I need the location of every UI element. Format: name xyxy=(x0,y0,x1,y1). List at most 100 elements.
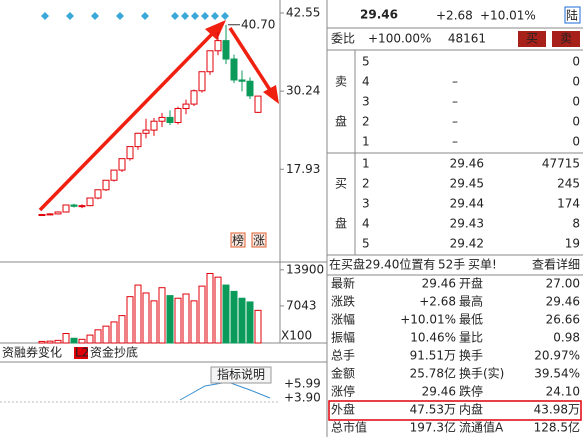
candle-body xyxy=(222,40,230,60)
stat-value: 29.46 xyxy=(546,295,580,309)
candle-body xyxy=(46,213,54,216)
volume-bar xyxy=(198,285,206,344)
stat-label: 量比 xyxy=(459,331,483,345)
tab[interactable]: 资金抄底 xyxy=(90,345,138,360)
button-box[interactable] xyxy=(210,366,272,384)
stat-label: 总手 xyxy=(331,349,355,363)
candle-body xyxy=(190,90,198,105)
volume-bar xyxy=(190,300,198,344)
stat-label: 最低 xyxy=(459,313,483,327)
stat-label: 最高 xyxy=(459,294,483,309)
stat-value: 27.00 xyxy=(546,277,580,291)
stat-value: +10.01% xyxy=(400,313,456,327)
candle-body xyxy=(198,71,206,92)
volume-bar xyxy=(166,295,174,344)
trade-button-label[interactable]: 卖 xyxy=(560,32,572,46)
volume-bar xyxy=(206,272,214,344)
book-price: 29.46 xyxy=(450,157,484,171)
stat-label: 涨跌 xyxy=(331,294,355,309)
tab[interactable]: 资融券变化 xyxy=(2,345,62,360)
candle-body xyxy=(214,40,222,52)
volume-bar xyxy=(214,276,222,344)
book-price: – xyxy=(452,135,458,149)
indicator-label: +3.90 xyxy=(284,391,321,405)
indicator-label: +5.99 xyxy=(284,377,321,391)
volume-bar xyxy=(150,300,158,344)
book-price: – xyxy=(452,95,458,109)
stat-label: 换手 xyxy=(459,349,483,363)
book-volume: 174 xyxy=(557,197,580,211)
stat-label: 开盘 xyxy=(459,276,483,291)
marker xyxy=(171,12,179,20)
book-volume: 8 xyxy=(572,217,580,231)
volume-unit: X100 xyxy=(281,329,312,343)
notice-text: 在买盘29.40位置有 xyxy=(329,257,435,272)
volume-bar xyxy=(134,284,142,344)
y-tick-label: 30.24 xyxy=(286,84,320,98)
candle-body xyxy=(110,169,118,181)
ratio-label: 委比 xyxy=(331,32,355,46)
marker xyxy=(116,12,124,20)
candle-body xyxy=(134,132,142,148)
stat-value: 47.53万 xyxy=(410,403,456,417)
candle-body xyxy=(62,204,70,213)
volume-bar xyxy=(102,325,110,344)
book-price: 29.45 xyxy=(450,177,484,191)
candle-body xyxy=(158,116,166,122)
stat-value: 197.3亿 xyxy=(410,420,456,435)
stat-value: 29.46 xyxy=(422,385,456,399)
level: 1 xyxy=(362,157,370,171)
volume-bar xyxy=(38,340,46,344)
stat-label: 内盘 xyxy=(459,402,483,417)
trade-button-label[interactable]: 买 xyxy=(526,32,538,46)
book-volume: 0 xyxy=(572,115,580,129)
volume-bar xyxy=(54,339,62,344)
marker xyxy=(191,12,199,20)
candle-body xyxy=(118,158,126,171)
volume-bar xyxy=(126,296,134,344)
volume-bar xyxy=(142,292,150,344)
notice-link[interactable]: 查看详细 xyxy=(532,257,580,272)
stat-value: 128.5亿 xyxy=(534,420,580,435)
stat-value: 25.78亿 xyxy=(410,366,456,381)
stat-value: 29.46 xyxy=(422,277,456,291)
candle-body xyxy=(126,146,134,160)
indicator-button[interactable]: 指标说明 xyxy=(217,367,265,382)
stat-value: 26.66 xyxy=(546,313,580,327)
level: 3 xyxy=(362,95,370,109)
stat-value: 20.97% xyxy=(534,349,580,363)
book-label: 盘 xyxy=(335,216,347,231)
candle-body xyxy=(230,58,238,81)
volume-bar xyxy=(46,340,54,344)
stat-value: 39.54% xyxy=(534,367,580,381)
marker xyxy=(41,12,49,20)
stat-value: 0.98 xyxy=(553,331,580,345)
badge: 涨 xyxy=(253,233,265,248)
candle-body xyxy=(102,179,110,191)
market: 陆 xyxy=(566,8,578,23)
trade-button[interactable] xyxy=(552,31,580,47)
trade-button[interactable] xyxy=(518,31,546,47)
volume-bar xyxy=(222,284,230,344)
notice-suffix: 买单! xyxy=(468,258,497,272)
percent: +10.01% xyxy=(480,9,536,23)
badge-box xyxy=(230,232,246,248)
book-label: 卖 xyxy=(335,75,347,89)
marker xyxy=(66,12,74,20)
marker xyxy=(211,12,219,20)
stat-value: 43.98万 xyxy=(534,403,580,417)
level: 4 xyxy=(362,217,370,231)
book-label: 盘 xyxy=(335,114,347,129)
volume-bar xyxy=(246,301,254,344)
volume-bar xyxy=(230,290,238,344)
volume-bar xyxy=(78,338,86,344)
candle-body xyxy=(254,95,262,113)
book-volume: 0 xyxy=(572,95,580,109)
book-price: – xyxy=(452,115,458,129)
stat-label: 外盘 xyxy=(331,402,355,417)
candle-body xyxy=(86,197,94,207)
book-volume: 0 xyxy=(572,75,580,89)
level: 1 xyxy=(362,135,370,149)
